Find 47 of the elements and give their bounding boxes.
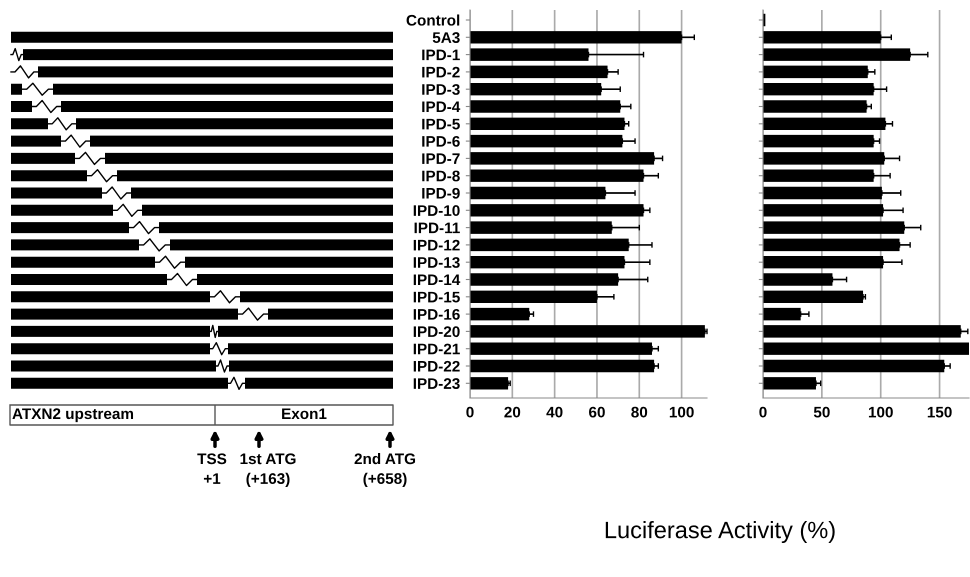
bar bbox=[470, 118, 624, 130]
y-tick-label: IPD-11 bbox=[414, 222, 460, 234]
bar bbox=[470, 325, 705, 338]
x-tick-label: 0 bbox=[466, 406, 474, 418]
x-tick-label: 150 bbox=[928, 406, 952, 418]
bar bbox=[763, 290, 864, 304]
y-tick-label: IPD-22 bbox=[414, 360, 460, 372]
x-tick-label: 0 bbox=[759, 406, 767, 418]
bar bbox=[470, 308, 530, 320]
y-tick-label: IPD-2 bbox=[422, 66, 460, 78]
y-tick-label: IPD-14 bbox=[414, 274, 460, 286]
bar bbox=[763, 100, 867, 113]
y-tick-label: IPD-3 bbox=[422, 84, 460, 95]
y-tick-label: IPD-15 bbox=[414, 292, 460, 302]
y-tick-label: IPD-7 bbox=[422, 153, 460, 164]
text: 2nd ATG (+658) bbox=[354, 452, 416, 488]
y-tick-label: IPD-12 bbox=[414, 240, 460, 250]
x-tick-label: 60 bbox=[589, 406, 605, 418]
y-tick-label: IPD-5 bbox=[422, 118, 460, 130]
x-tick-label: 20 bbox=[504, 406, 520, 418]
y-tick-label: IPD-10 bbox=[414, 205, 460, 216]
y-tick-label: IPD-4 bbox=[422, 102, 460, 112]
y-tick-label: IPD-20 bbox=[414, 326, 460, 338]
bar bbox=[763, 377, 816, 390]
y-tick-label: 5A3 bbox=[432, 32, 460, 44]
y-tick-label: IPD-6 bbox=[422, 136, 460, 147]
x-tick-label: 80 bbox=[631, 406, 648, 418]
text: Exon1 bbox=[282, 408, 326, 420]
y-tick-label: Control bbox=[406, 14, 460, 26]
text: ATXN2 upstream bbox=[12, 408, 134, 422]
y-tick-label: IPD-9 bbox=[422, 188, 460, 199]
bar bbox=[470, 377, 508, 390]
y-tick-label: IPD-23 bbox=[414, 378, 460, 390]
text: TSS +1 bbox=[197, 453, 226, 484]
x-tick-label: 40 bbox=[546, 406, 563, 418]
y-tick-label: IPD-8 bbox=[422, 170, 460, 182]
x-tick-label: 100 bbox=[868, 406, 893, 418]
y-tick-label: IPD-16 bbox=[414, 308, 460, 320]
text: 1st ATG (+163) bbox=[240, 453, 296, 488]
y-tick-label: IPD-13 bbox=[414, 257, 460, 268]
bar bbox=[763, 342, 969, 355]
y-tick-label: IPD-21 bbox=[414, 344, 460, 354]
y-tick-label: IPD-1 bbox=[422, 50, 460, 60]
x-tick-label: 50 bbox=[814, 406, 830, 418]
x-tick-label: 100 bbox=[670, 406, 694, 418]
bar bbox=[470, 360, 654, 372]
x-axis-title: Luciferase Activity (%) bbox=[606, 520, 835, 544]
